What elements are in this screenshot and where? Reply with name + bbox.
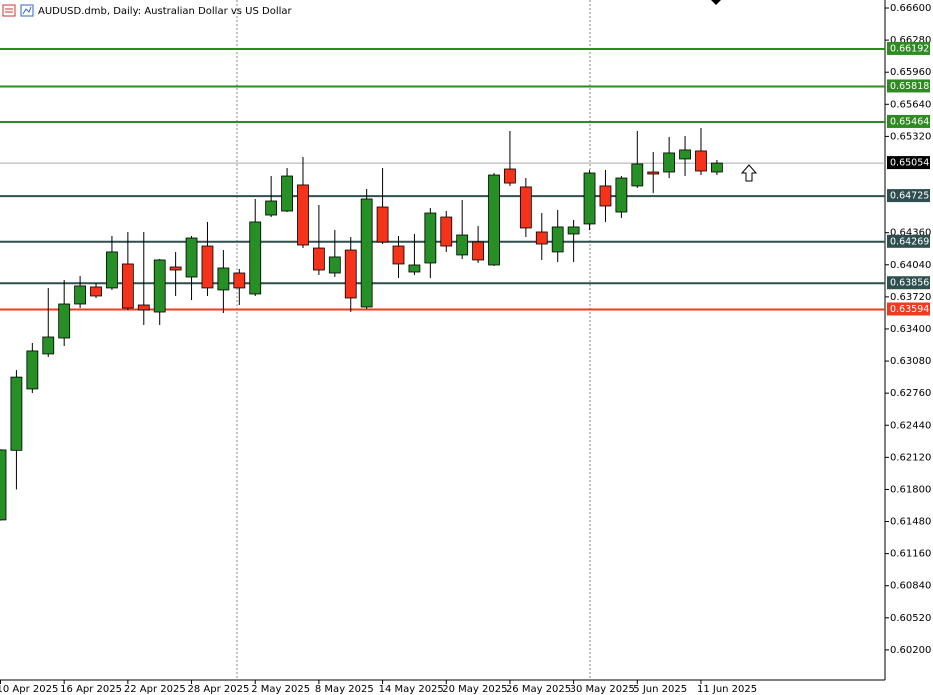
candle-body bbox=[0, 449, 7, 521]
candle-body bbox=[249, 221, 262, 295]
candle-body bbox=[488, 174, 500, 266]
level-label: 0.65818 bbox=[890, 81, 929, 92]
candle-body bbox=[663, 152, 676, 173]
level-label-box bbox=[887, 79, 930, 93]
candle-body bbox=[504, 168, 516, 184]
level-label-box bbox=[887, 156, 930, 170]
y-tick-label: 0.62760 bbox=[890, 388, 931, 399]
x-tick-label: 10 Apr 2025 bbox=[0, 684, 58, 695]
level-label: 0.65464 bbox=[890, 116, 929, 127]
level-label-box bbox=[887, 114, 930, 128]
y-tick-label: 0.63080 bbox=[890, 356, 931, 367]
level-label-box bbox=[887, 189, 930, 203]
candle-body bbox=[217, 267, 230, 291]
y-tick-label: 0.66600 bbox=[890, 3, 931, 14]
level-label-box bbox=[887, 276, 930, 290]
x-tick-label: 2 May 2025 bbox=[251, 684, 310, 695]
x-tick-label: 20 May 2025 bbox=[442, 684, 507, 695]
level-label: 0.64725 bbox=[890, 191, 929, 202]
y-tick-label: 0.61480 bbox=[890, 517, 931, 528]
candle-body bbox=[519, 186, 532, 229]
y-tick-label: 0.61160 bbox=[890, 549, 931, 560]
y-tick-label: 0.60200 bbox=[890, 645, 931, 656]
chart-title: AUDUSD.dmb, Daily: Australian Dollar vs … bbox=[38, 6, 293, 17]
candle-body bbox=[344, 249, 357, 299]
candle-body bbox=[106, 251, 118, 289]
candle-body bbox=[90, 286, 102, 297]
level-label-box bbox=[887, 41, 930, 55]
level-label-box bbox=[887, 302, 930, 316]
candle-body bbox=[58, 303, 71, 339]
x-tick-label: 8 May 2025 bbox=[315, 684, 374, 695]
candle-body bbox=[312, 247, 325, 271]
candle-body bbox=[456, 234, 469, 256]
candle-body bbox=[74, 285, 86, 305]
candle-body bbox=[567, 226, 580, 235]
candle-body bbox=[360, 198, 373, 308]
candle-body bbox=[201, 245, 214, 289]
level-label-box bbox=[887, 234, 930, 248]
candle-body bbox=[551, 226, 564, 253]
candle-body bbox=[121, 263, 134, 309]
x-tick-label: 14 May 2025 bbox=[379, 684, 444, 695]
candle-body bbox=[26, 350, 39, 390]
shift-marker bbox=[711, 0, 721, 5]
candle-body bbox=[631, 163, 644, 187]
x-tick-label: 22 Apr 2025 bbox=[124, 684, 186, 695]
candle-body bbox=[42, 336, 55, 355]
y-tick-label: 0.65640 bbox=[890, 99, 931, 110]
candle-body bbox=[328, 256, 341, 274]
candle-body bbox=[615, 177, 628, 213]
candle-body bbox=[169, 266, 182, 271]
x-tick-label: 16 Apr 2025 bbox=[60, 684, 122, 695]
candle-body bbox=[297, 184, 309, 246]
level-label: 0.66192 bbox=[890, 43, 929, 54]
y-tick-label: 0.65960 bbox=[890, 67, 931, 78]
x-tick-label: 28 Apr 2025 bbox=[188, 684, 250, 695]
candle-body bbox=[647, 171, 660, 175]
candle-body bbox=[408, 264, 421, 273]
candle-body bbox=[679, 149, 691, 160]
title-icons bbox=[2, 4, 34, 17]
y-tick-label: 0.63720 bbox=[890, 292, 931, 303]
candle-body bbox=[185, 237, 198, 278]
level-label: 0.65054 bbox=[890, 158, 929, 169]
candle-body bbox=[392, 245, 405, 265]
candle-body bbox=[695, 150, 707, 172]
level-label: 0.64269 bbox=[890, 236, 929, 247]
candle-body bbox=[599, 185, 612, 207]
x-tick-label: 30 May 2025 bbox=[570, 684, 635, 695]
candle-body bbox=[440, 216, 453, 247]
y-tick-label: 0.60840 bbox=[890, 581, 931, 592]
candle-body bbox=[424, 212, 437, 264]
candle-body bbox=[376, 206, 389, 243]
y-tick-label: 0.63400 bbox=[890, 324, 931, 335]
x-tick-label: 11 Jun 2025 bbox=[697, 684, 757, 695]
candle-body bbox=[153, 259, 166, 313]
level-label: 0.63594 bbox=[890, 304, 929, 315]
candle-body bbox=[233, 272, 246, 289]
y-tick-label: 0.64040 bbox=[890, 260, 931, 271]
y-tick-label: 0.66280 bbox=[890, 35, 931, 46]
candle-body bbox=[472, 241, 485, 261]
candle-body bbox=[535, 231, 548, 245]
level-label: 0.63856 bbox=[890, 278, 929, 289]
x-tick-label: 5 Jun 2025 bbox=[633, 684, 687, 695]
candle-body bbox=[711, 162, 723, 173]
y-tick-label: 0.64360 bbox=[890, 228, 931, 239]
up-arrow-icon bbox=[740, 164, 758, 182]
y-tick-label: 0.60520 bbox=[890, 613, 931, 624]
candle-body bbox=[583, 172, 596, 225]
candle-body bbox=[10, 376, 23, 451]
candle-body bbox=[137, 304, 150, 311]
candle-body bbox=[281, 175, 293, 212]
y-tick-label: 0.65320 bbox=[890, 131, 931, 142]
x-tick-label: 26 May 2025 bbox=[506, 684, 571, 695]
candle-body bbox=[265, 200, 278, 216]
y-tick-label: 0.61800 bbox=[890, 484, 931, 495]
y-tick-label: 0.62440 bbox=[890, 420, 931, 431]
y-tick-label: 0.62120 bbox=[890, 452, 931, 463]
